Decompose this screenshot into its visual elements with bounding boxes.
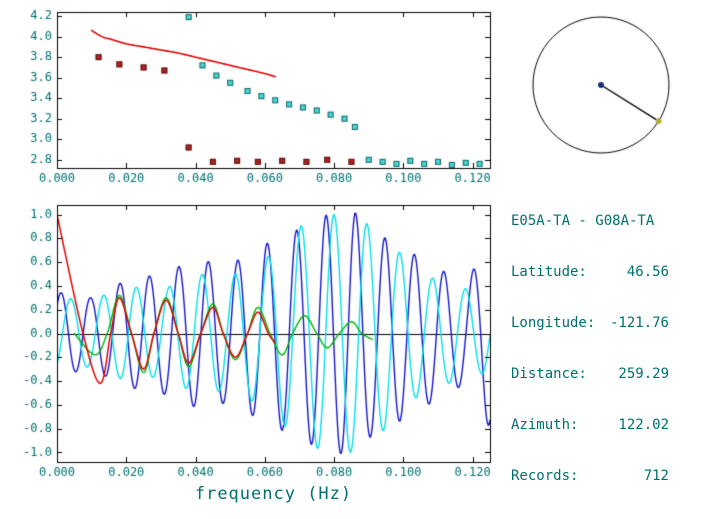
frequency-axis-label: frequency (Hz) (194, 484, 353, 504)
distance-label: Distance: (511, 366, 587, 382)
station-pair-title: E05A-TA - G08A-TA (511, 213, 655, 229)
info-row-longitude: Longitude: -121.76 (511, 315, 669, 332)
azimuth-label: Azimuth: (511, 417, 579, 433)
latitude-value: 46.56 (626, 264, 669, 280)
station-info-panel: E05A-TA - G08A-TA Latitude: 46.56 Longit… (511, 179, 669, 519)
info-row-records: Records: 712 (511, 468, 669, 485)
info-row-distance: Distance: 259.29 (511, 366, 669, 383)
info-row-azimuth: Azimuth: 122.02 (511, 417, 669, 434)
longitude-value: -121.76 (609, 315, 669, 331)
longitude-label: Longitude: (511, 315, 596, 331)
latitude-label: Latitude: (511, 264, 587, 280)
records-label: Records: (511, 468, 579, 484)
distance-value: 259.29 (618, 366, 669, 382)
records-value: 712 (643, 468, 669, 484)
azimuth-value: 122.02 (618, 417, 669, 433)
info-row-latitude: Latitude: 46.56 (511, 264, 669, 281)
